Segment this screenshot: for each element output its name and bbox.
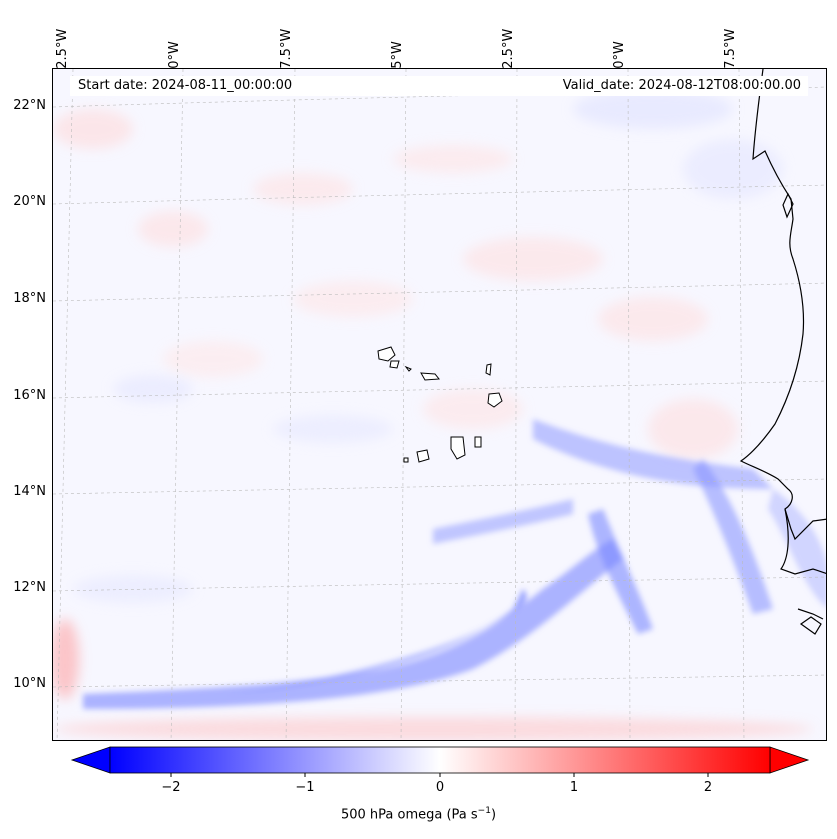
lat-label-14n: 14°N [13, 484, 46, 499]
lat-label-20n: 20°N [13, 194, 46, 209]
colorbar-tick-2: 2 [703, 780, 713, 795]
lat-label-18n: 18°N [13, 291, 46, 306]
colorbar-label: 500 hPa omega (Pa s−1) [0, 806, 837, 822]
lat-label-10n: 10°N [13, 676, 46, 691]
positive-patches [53, 109, 813, 740]
colorbar-ticks [170, 773, 709, 777]
lat-label-22n: 22°N [13, 98, 46, 113]
cape-verde-islands [377, 346, 503, 463]
lat-label-12n: 12°N [13, 580, 46, 595]
colorbar-tick-minus2: −2 [161, 780, 181, 795]
negative-band [83, 419, 826, 709]
omega-field [53, 69, 826, 740]
colorbar-label-exponent: −1 [477, 806, 491, 816]
colorbar-min-arrow [70, 746, 111, 774]
date-strip [70, 76, 808, 96]
colorbar-tick-0: 0 [435, 780, 445, 795]
colorbar-gradient [109, 746, 771, 774]
coastline [739, 69, 826, 635]
colorbar-tick-minus1: −1 [295, 780, 315, 795]
valid-date: Valid_date: 2024-08-12T08:00:00.00 [562, 78, 801, 93]
colorbar [70, 746, 810, 777]
start-date: Start date: 2024-08-11_00:00:00 [78, 78, 293, 93]
graticule [53, 69, 826, 740]
colorbar-label-close: ) [490, 807, 497, 823]
lat-label-16n: 16°N [13, 388, 46, 403]
colorbar-label-text: 500 hPa omega (Pa s [340, 807, 478, 823]
map-panel [52, 68, 827, 741]
colorbar-max-arrow [769, 746, 810, 774]
colorbar-tick-1: 1 [569, 780, 579, 795]
negative-patches [73, 89, 783, 603]
